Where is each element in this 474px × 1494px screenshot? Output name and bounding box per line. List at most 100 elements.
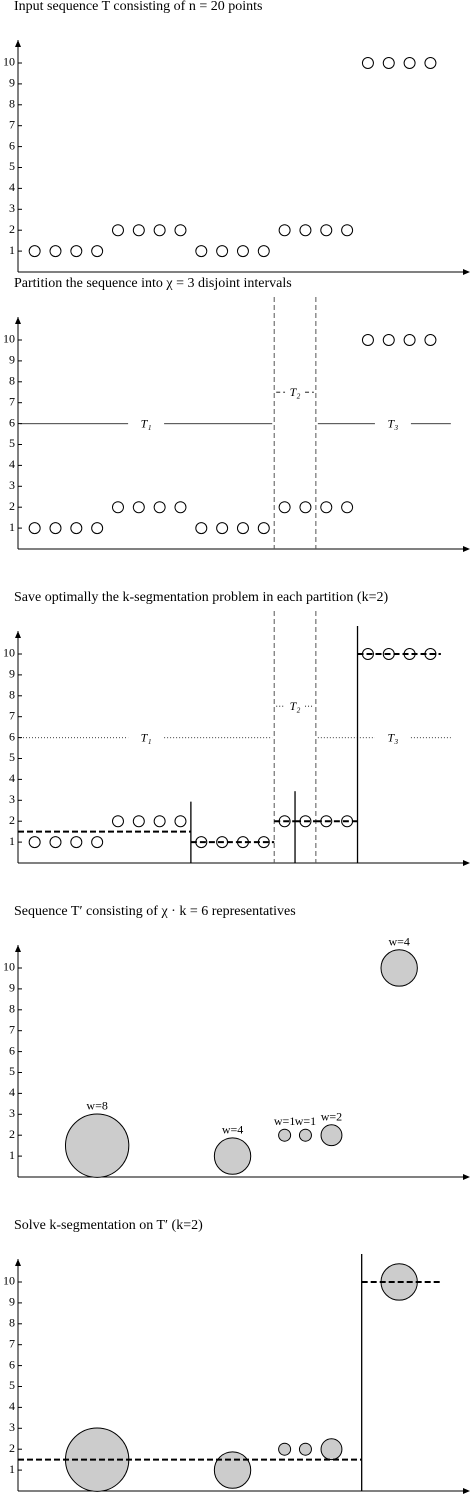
point	[257, 245, 270, 258]
point	[153, 501, 166, 514]
y-tick-label: 9	[9, 667, 15, 681]
point	[236, 522, 249, 535]
point	[153, 815, 166, 828]
y-tick-label: 8	[9, 688, 15, 702]
y-tick-label: 9	[9, 76, 15, 90]
point	[91, 522, 104, 535]
point	[195, 522, 208, 535]
point	[174, 815, 187, 828]
point	[111, 815, 124, 828]
y-tick-label: 8	[9, 374, 15, 388]
point	[132, 501, 145, 514]
axis-arrow	[463, 1174, 470, 1180]
y-tick-label: 1	[9, 1462, 15, 1476]
y-tick-label: 3	[9, 1106, 15, 1120]
bubble	[380, 949, 418, 987]
point	[174, 501, 187, 514]
point	[49, 522, 62, 535]
bubble	[320, 1124, 343, 1147]
y-tick-label: 1	[9, 1148, 15, 1162]
y-tick-label: 9	[9, 981, 15, 995]
y-tick-label: 10	[3, 332, 15, 346]
point	[216, 245, 229, 258]
point	[195, 245, 208, 258]
point	[70, 245, 83, 258]
y-tick-label: 2	[9, 499, 15, 513]
point	[403, 56, 416, 69]
point	[49, 245, 62, 258]
y-tick-label: 6	[9, 1043, 15, 1057]
partition-label: T₃	[388, 416, 399, 430]
point	[278, 224, 291, 237]
bubble	[278, 1128, 292, 1142]
point	[361, 333, 374, 346]
bubble	[278, 1442, 292, 1456]
point	[382, 333, 395, 346]
y-tick-label: 7	[9, 708, 15, 722]
point	[70, 522, 83, 535]
y-tick-label: 9	[9, 1295, 15, 1309]
point	[49, 836, 62, 849]
point	[236, 245, 249, 258]
axis-arrow	[15, 1259, 21, 1266]
y-tick-label: 9	[9, 353, 15, 367]
partition-label: T₃	[388, 730, 399, 744]
y-tick-label: 1	[9, 243, 15, 257]
y-tick-label: 4	[9, 771, 15, 785]
y-tick-label: 7	[9, 117, 15, 131]
point	[382, 56, 395, 69]
axis-arrow	[463, 546, 470, 552]
weight-label: w=4	[388, 935, 409, 949]
point	[403, 333, 416, 346]
bubble	[320, 1438, 343, 1461]
y-tick-label: 4	[9, 180, 15, 194]
point	[153, 224, 166, 237]
y-tick-label: 2	[9, 222, 15, 236]
point	[28, 836, 41, 849]
axis-arrow	[15, 945, 21, 952]
point	[132, 224, 145, 237]
weight-label: w=1	[295, 1114, 316, 1128]
point	[91, 836, 104, 849]
partition-label: T₂	[290, 385, 301, 399]
point	[424, 56, 437, 69]
axis-arrow	[463, 269, 470, 275]
weight-label: w=4	[222, 1123, 243, 1137]
y-tick-label: 3	[9, 1420, 15, 1434]
y-tick-label: 6	[9, 1357, 15, 1371]
y-tick-label: 8	[9, 97, 15, 111]
panel-title: Sequence T′ consisting of χ · k = 6 repr…	[14, 904, 296, 919]
point	[174, 224, 187, 237]
y-tick-label: 1	[9, 834, 15, 848]
axis-arrow	[463, 860, 470, 866]
y-tick-label: 6	[9, 729, 15, 743]
y-tick-label: 2	[9, 1441, 15, 1455]
y-tick-label: 3	[9, 478, 15, 492]
point	[341, 224, 354, 237]
point	[361, 56, 374, 69]
panel-title: Solve k-segmentation on T′ (k=2)	[14, 1218, 203, 1233]
y-tick-label: 8	[9, 1002, 15, 1016]
y-tick-label: 10	[3, 646, 15, 660]
y-tick-label: 8	[9, 1316, 15, 1330]
y-tick-label: 5	[9, 1064, 15, 1078]
y-tick-label: 5	[9, 159, 15, 173]
partition-label: T₁	[141, 416, 152, 430]
weight-label: w=8	[86, 1099, 107, 1113]
panel-title: Save optimally the k-segmentation proble…	[14, 590, 388, 605]
y-tick-label: 7	[9, 1336, 15, 1350]
point	[424, 333, 437, 346]
y-tick-label: 1	[9, 520, 15, 534]
partition-label: T₁	[141, 730, 152, 744]
y-tick-label: 5	[9, 1378, 15, 1392]
y-tick-label: 6	[9, 415, 15, 429]
bubble	[213, 1451, 252, 1489]
point	[28, 245, 41, 258]
axis-arrow	[15, 40, 21, 47]
y-tick-label: 7	[9, 1022, 15, 1036]
point	[299, 501, 312, 514]
point	[257, 522, 270, 535]
y-tick-label: 5	[9, 436, 15, 450]
y-tick-label: 5	[9, 750, 15, 764]
axis-arrow	[15, 317, 21, 324]
